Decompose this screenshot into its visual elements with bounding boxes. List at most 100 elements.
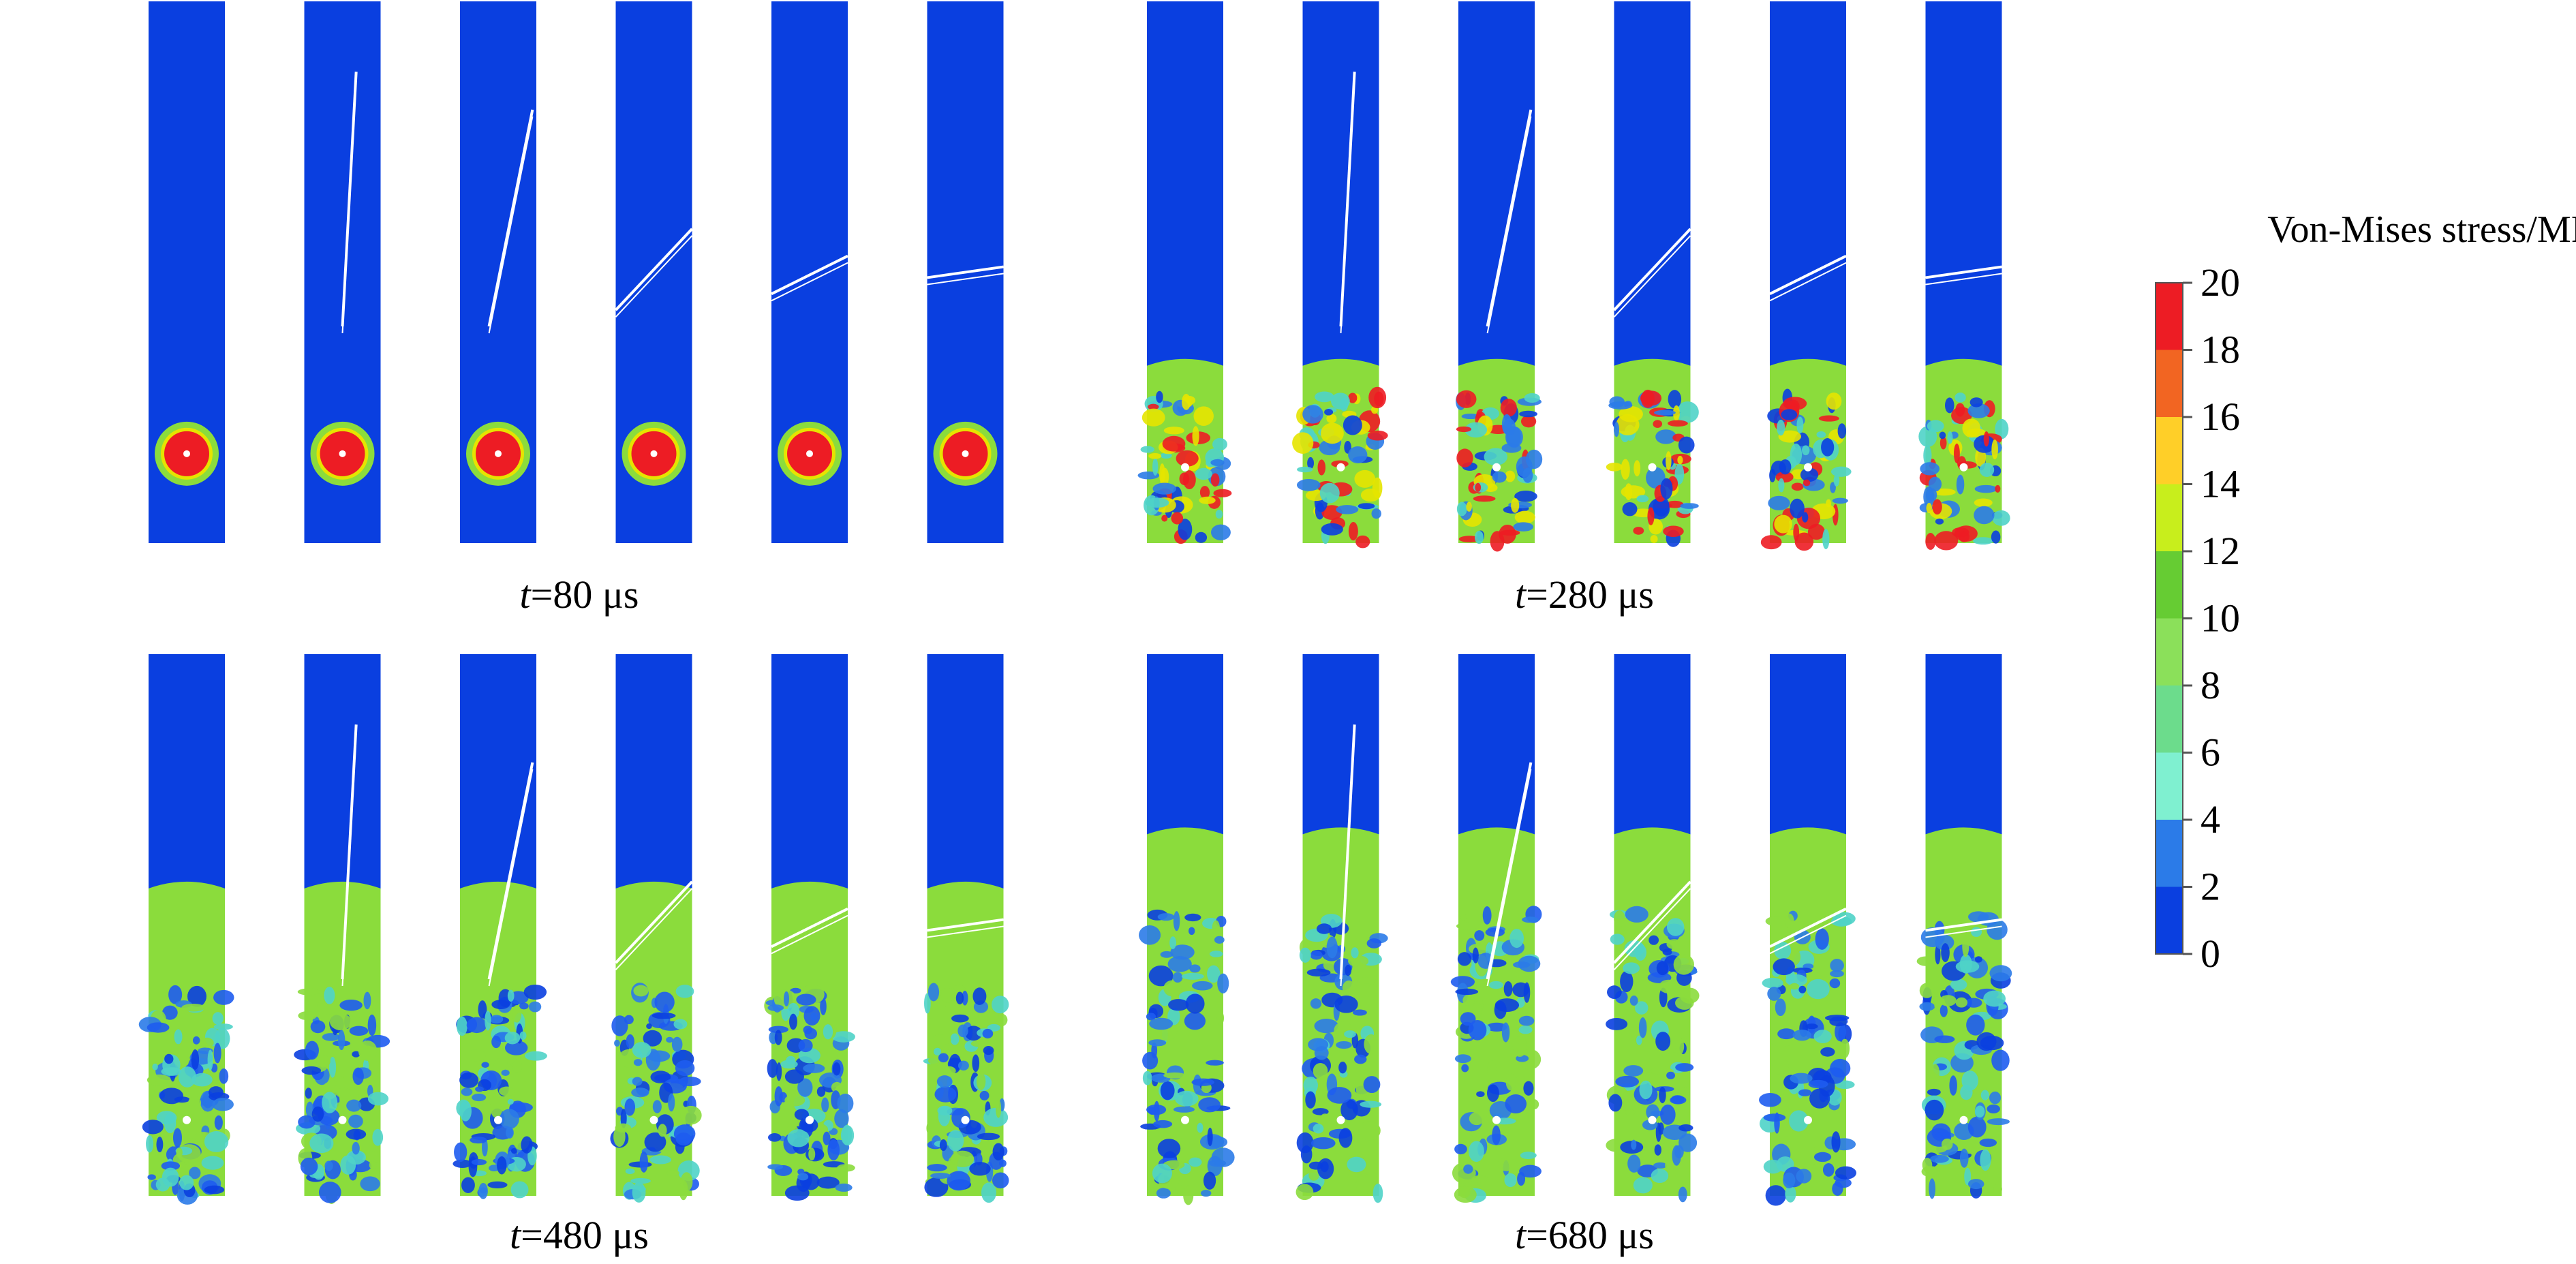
stress-patch: [465, 1049, 486, 1062]
stress-patch: [172, 1128, 182, 1147]
stress-patch: [969, 1162, 991, 1176]
specimen-column: [1916, 654, 2012, 1199]
stress-patch: [1519, 410, 1537, 418]
stress-patch: [658, 1124, 667, 1137]
stress-patch: [1486, 1022, 1507, 1032]
stress-patch: [489, 1096, 505, 1107]
stress-patch: [1354, 469, 1376, 488]
joint-line: [927, 918, 1004, 932]
stress-patch: [324, 987, 335, 1004]
colorbar-tick-label: 8: [2201, 663, 2220, 707]
stress-patch: [1485, 927, 1505, 937]
stress-patch: [680, 1105, 702, 1125]
stress-patch: [1608, 401, 1633, 410]
colorbar-band: [2156, 350, 2183, 418]
stress-patch: [1195, 467, 1212, 480]
stress-patch: [1784, 913, 1794, 929]
stress-patch: [1203, 1171, 1216, 1190]
joint-line: [615, 888, 693, 970]
joint-line: [341, 731, 357, 987]
stress-patch: [1673, 954, 1694, 975]
stress-patch: [1217, 973, 1229, 993]
stress-patch: [1672, 1145, 1681, 1166]
stress-patch: [207, 1049, 213, 1071]
stress-patch: [1154, 1100, 1160, 1122]
stress-patch: [1484, 448, 1507, 466]
stress-patch: [1623, 1065, 1644, 1077]
stress-patch: [1805, 1023, 1818, 1030]
borehole: [338, 1115, 347, 1124]
stress-patch: [1971, 927, 1982, 937]
stress-patch: [179, 1175, 194, 1190]
stress-patch: [1621, 1028, 1635, 1043]
stress-patch: [1173, 911, 1180, 931]
colorbar-tick-label: 20: [2201, 260, 2240, 305]
stress-patch: [1830, 959, 1844, 972]
stress-patch: [1524, 393, 1540, 403]
stress-patch: [1503, 981, 1513, 997]
stress-patch: [1625, 483, 1633, 500]
specimen-column: [610, 654, 702, 1203]
stress-patch: [301, 1066, 322, 1075]
stress-patch: [1835, 1022, 1847, 1042]
stress-patch: [1181, 972, 1204, 980]
stress-patch: [329, 1013, 352, 1031]
stress-patch: [1463, 1164, 1473, 1174]
stress-patch: [999, 1159, 1007, 1167]
stress-patch: [1678, 1087, 1688, 1094]
stress-patch: [1373, 1184, 1383, 1203]
stress-patch: [784, 1069, 804, 1084]
stress-patch: [500, 1109, 519, 1129]
borehole: [806, 450, 813, 457]
stress-patch: [1980, 1035, 2004, 1051]
stress-patch: [478, 1000, 487, 1019]
stress-patch: [1927, 1088, 1941, 1096]
stress-patch: [1783, 1172, 1796, 1188]
stress-patch: [1193, 406, 1214, 426]
stress-patch: [1492, 471, 1507, 483]
stress-patch: [459, 1100, 472, 1122]
colorbar-tick-label: 12: [2201, 529, 2240, 573]
stress-patch: [1926, 503, 1932, 514]
stress-patch: [1677, 455, 1683, 465]
stress-patch: [1317, 1158, 1334, 1180]
stress-patch: [1995, 418, 2009, 440]
stress-patch: [1830, 466, 1852, 477]
stress-patch: [979, 1090, 990, 1100]
stress-patch: [1831, 1131, 1841, 1153]
stress-patch: [1336, 1041, 1352, 1049]
stress-patch: [1830, 970, 1844, 978]
stress-patch: [1206, 1060, 1224, 1066]
stress-patch: [1368, 386, 1387, 409]
stress-patch: [504, 1032, 521, 1045]
stress-patch: [204, 1185, 225, 1194]
stress-patch: [146, 1135, 154, 1153]
stress-patch: [1649, 935, 1659, 945]
stress-patch: [1826, 499, 1832, 508]
stress-patch: [1678, 1124, 1693, 1132]
stress-patch: [671, 1036, 683, 1052]
stress-patch: [1471, 1175, 1488, 1183]
stress-patch: [786, 1055, 796, 1064]
stress-patch: [1310, 998, 1322, 1009]
borehole: [183, 450, 190, 457]
stress-patch: [1778, 430, 1801, 443]
stress-patch: [1922, 1158, 1933, 1173]
specimen-column: [1292, 1, 1388, 549]
stress-patch: [1816, 431, 1826, 438]
joint-line: [1925, 273, 2002, 286]
stress-patch: [783, 991, 789, 1006]
specimen-column: [1137, 1, 1232, 544]
borehole: [339, 450, 346, 457]
stress-patch: [1655, 429, 1676, 444]
stress-patch: [1785, 974, 1808, 987]
joint-line: [771, 254, 848, 296]
stress-patch: [1184, 913, 1201, 922]
stress-patch: [1475, 482, 1482, 492]
stress-patch: [1820, 1047, 1835, 1057]
stress-patch: [1461, 1064, 1469, 1073]
stress-patch: [624, 1098, 636, 1116]
borehole: [1181, 1115, 1189, 1124]
stress-patch: [842, 1124, 853, 1145]
stress-patch: [1364, 1034, 1379, 1054]
